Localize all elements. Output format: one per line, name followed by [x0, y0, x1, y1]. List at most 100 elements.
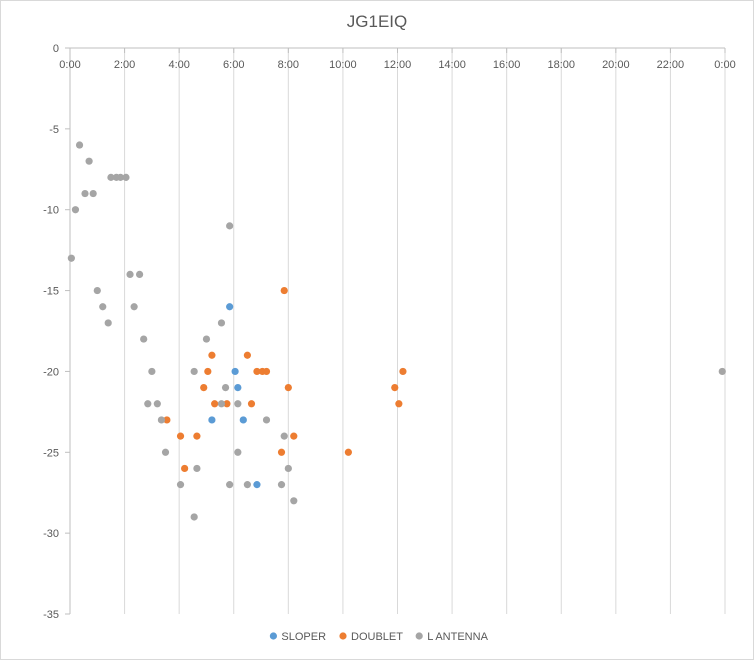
- point-doublet: [277, 448, 286, 456]
- x-tick-label: 2:00: [114, 59, 135, 71]
- point-l-antenna: [153, 400, 161, 408]
- axes: [65, 47, 726, 615]
- point-l-antenna: [284, 464, 292, 473]
- point-l-antenna: [157, 416, 166, 424]
- point-l-antenna: [190, 513, 198, 521]
- point-doublet: [163, 416, 171, 424]
- point-l-antenna: [243, 481, 251, 489]
- legend-marker-doublet: [339, 632, 347, 640]
- point-doublet: [290, 432, 298, 440]
- point-l-antenna: [116, 173, 125, 181]
- point-doublet: [200, 384, 208, 392]
- y-tick-label: -20: [43, 366, 59, 378]
- x-tick-label: 8:00: [278, 59, 299, 71]
- point-l-antenna: [290, 497, 298, 505]
- point-doublet: [280, 286, 288, 295]
- point-doublet: [399, 367, 407, 376]
- x-tick-label: 16:00: [493, 59, 521, 71]
- point-l-antenna: [234, 448, 242, 456]
- point-doublet: [223, 400, 231, 408]
- point-doublet: [391, 384, 399, 392]
- point-l-antenna: [107, 173, 115, 181]
- point-sloper: [234, 384, 242, 392]
- data-points: [67, 141, 726, 521]
- point-doublet: [208, 351, 216, 359]
- point-doublet: [395, 400, 403, 408]
- point-doublet: [284, 384, 292, 392]
- legend-label-l-antenna: L ANTENNA: [427, 631, 488, 643]
- y-tick-label: -10: [43, 205, 59, 217]
- y-tick-label: -35: [43, 609, 59, 621]
- point-l-antenna: [280, 432, 288, 440]
- y-tick-label: -15: [43, 286, 59, 298]
- y-tick-label: -30: [43, 528, 59, 540]
- point-doublet: [243, 351, 251, 359]
- x-tick-label: 6:00: [223, 59, 244, 71]
- point-l-antenna: [67, 254, 75, 262]
- x-tick-label: 10:00: [329, 59, 357, 71]
- point-l-antenna: [85, 157, 93, 165]
- y-tick-label: -25: [43, 447, 59, 459]
- point-l-antenna: [75, 141, 84, 149]
- x-axis-tick-labels: 0:00 2:00 4:00 6:00 8:00 10:00 12:00 14:00 16:00…: [59, 59, 735, 71]
- legend: SLOPER DOUBLET L ANTENNA: [269, 631, 489, 643]
- x-tick-label: 0:00: [714, 59, 735, 71]
- point-l-antenna: [202, 335, 211, 343]
- point-l-antenna: [221, 384, 230, 392]
- legend-marker-l-antenna: [415, 632, 423, 640]
- legend-marker-sloper: [269, 632, 277, 640]
- point-sloper: [231, 367, 239, 376]
- point-l-antenna: [126, 270, 134, 278]
- x-tick-label: 18:00: [547, 59, 575, 71]
- point-l-antenna: [176, 481, 185, 489]
- point-l-antenna: [144, 400, 152, 408]
- x-tick-label: 12:00: [384, 59, 412, 71]
- gridlines: [124, 48, 726, 614]
- point-l-antenna: [148, 367, 156, 376]
- point-l-antenna: [161, 448, 170, 456]
- point-l-antenna: [262, 416, 271, 424]
- point-doublet: [344, 448, 352, 456]
- point-doublet: [211, 400, 219, 408]
- point-l-antenna: [130, 303, 138, 311]
- point-doublet: [247, 400, 256, 408]
- x-tick-label: 14:00: [438, 59, 466, 71]
- point-doublet: [193, 432, 201, 440]
- point-doublet: [181, 464, 189, 473]
- point-doublet: [176, 432, 185, 440]
- point-l-antenna: [190, 367, 198, 376]
- point-l-antenna: [217, 319, 226, 327]
- y-axis-tick-labels: 0 -5 -10 -15 -20 -25 -30 -35: [43, 43, 59, 621]
- point-doublet: [204, 367, 212, 376]
- point-l-antenna: [99, 303, 107, 311]
- point-l-antenna: [226, 222, 234, 230]
- x-tick-label: 22:00: [657, 59, 685, 71]
- point-l-antenna: [226, 481, 234, 489]
- x-tick-label: 20:00: [602, 59, 630, 71]
- y-tick-label: -5: [49, 124, 59, 136]
- chart-title: JG1EIQ: [347, 12, 407, 31]
- point-sloper: [239, 416, 247, 424]
- point-l-antenna: [234, 400, 242, 408]
- point-sloper: [226, 303, 234, 311]
- point-l-antenna: [277, 481, 286, 489]
- x-tick-label: 4:00: [168, 59, 189, 71]
- legend-label-sloper: SLOPER: [281, 631, 326, 643]
- legend-label-doublet: DOUBLET: [351, 631, 403, 643]
- point-sloper: [253, 481, 261, 489]
- point-l-antenna: [217, 400, 226, 408]
- point-l-antenna: [718, 367, 726, 376]
- point-sloper: [208, 416, 216, 424]
- point-l-antenna: [122, 173, 130, 181]
- point-l-antenna: [81, 189, 89, 198]
- x-tick-label: 0:00: [59, 59, 80, 71]
- point-l-antenna: [104, 319, 112, 327]
- point-l-antenna: [140, 335, 148, 343]
- point-l-antenna: [135, 270, 144, 278]
- point-doublet: [253, 367, 261, 376]
- y-tick-label: 0: [53, 43, 59, 55]
- point-l-antenna: [89, 189, 97, 198]
- point-l-antenna: [193, 464, 201, 473]
